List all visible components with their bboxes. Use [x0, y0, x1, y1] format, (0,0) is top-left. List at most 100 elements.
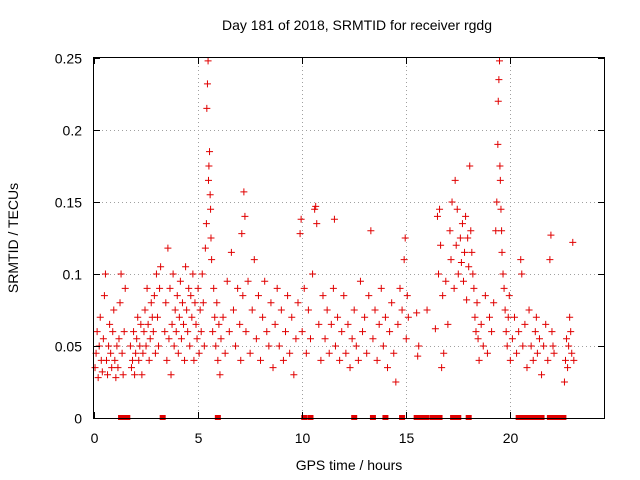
data-point: [269, 364, 277, 372]
data-point: [321, 335, 329, 343]
data-point: [415, 342, 423, 350]
data-point: [207, 205, 215, 213]
data-point: [296, 230, 304, 238]
data-point: [413, 309, 421, 317]
data-point: [454, 270, 462, 278]
data-point: [190, 356, 198, 364]
data-point: [136, 342, 144, 350]
data-point: [311, 205, 319, 213]
data-point: [100, 292, 108, 300]
data-point: [379, 342, 387, 350]
data-point: [344, 320, 352, 328]
data-point: [105, 342, 113, 350]
data-point: [112, 374, 120, 382]
data-point-zero: [533, 415, 540, 420]
data-point: [440, 349, 448, 357]
data-point: [192, 320, 200, 328]
data-point: [523, 364, 531, 372]
x-tick-label: 5: [195, 430, 203, 446]
data-point: [229, 306, 237, 314]
data-point-zero: [518, 415, 525, 420]
data-point: [193, 335, 201, 343]
data-point: [131, 371, 139, 379]
data-point-zero: [455, 415, 462, 420]
data-point: [248, 306, 256, 314]
data-point: [286, 349, 294, 357]
data-point: [396, 284, 404, 292]
data-point: [401, 234, 409, 242]
data-point: [570, 356, 578, 364]
data-point: [168, 320, 176, 328]
data-point: [115, 335, 123, 343]
data-point: [564, 364, 572, 372]
data-point: [238, 230, 246, 238]
data-point: [354, 356, 362, 364]
data-point: [472, 328, 480, 336]
data-point: [174, 349, 182, 357]
data-point: [297, 215, 305, 223]
data-point: [473, 299, 481, 307]
data-point: [204, 57, 212, 65]
data-point: [331, 342, 339, 350]
data-point: [187, 292, 195, 300]
data-point: [531, 328, 539, 336]
data-point: [138, 371, 146, 379]
data-point: [508, 335, 516, 343]
data-point: [304, 306, 312, 314]
data-point: [477, 320, 485, 328]
data-point: [202, 220, 210, 228]
data-point: [250, 256, 258, 264]
data-point: [234, 284, 242, 292]
data-point: [91, 364, 99, 372]
data-point: [201, 244, 209, 252]
data-point: [141, 306, 149, 314]
data-point: [101, 270, 109, 278]
data-point: [177, 335, 185, 343]
data-point: [290, 371, 298, 379]
data-point: [327, 320, 335, 328]
data-point: [390, 349, 398, 357]
data-point: [120, 328, 128, 336]
x-axis-label: GPS time / hours: [296, 457, 403, 473]
data-point: [381, 313, 389, 321]
data-point: [350, 306, 358, 314]
data-point: [469, 270, 477, 278]
data-point: [298, 328, 306, 336]
data-point: [352, 342, 360, 350]
axis-ticks: 0 5 10 15 20 0 0.05 0.1 0.15 0.2 0.25: [55, 51, 604, 446]
data-point: [414, 352, 422, 360]
data-point: [561, 356, 569, 364]
data-point: [191, 299, 199, 307]
data-point: [329, 284, 337, 292]
data-point-zero: [526, 415, 533, 420]
plot-frame: [93, 57, 605, 419]
data-point-zero: [121, 415, 128, 420]
data-point: [444, 320, 452, 328]
data-point: [225, 328, 233, 336]
data-point: [109, 328, 117, 336]
data-point: [323, 306, 331, 314]
data-point: [313, 220, 321, 228]
data-point: [462, 212, 470, 220]
data-point: [167, 371, 175, 379]
data-point: [271, 320, 279, 328]
data-point: [149, 328, 157, 336]
data-point: [176, 277, 184, 285]
y-tick-label: 0.25: [55, 51, 82, 67]
data-point: [273, 284, 281, 292]
data-point: [359, 328, 367, 336]
data-point: [119, 371, 127, 379]
data-point: [474, 335, 482, 343]
data-point: [515, 328, 523, 336]
y-tick-label: 0.05: [55, 339, 82, 355]
data-point: [246, 349, 254, 357]
data-point-zero: [399, 415, 406, 420]
data-point: [284, 292, 292, 300]
y-tick-label: 0.2: [63, 123, 83, 139]
data-point: [114, 364, 122, 372]
x-tick-label: 10: [295, 430, 311, 446]
data-point: [196, 306, 204, 314]
data-point: [499, 270, 507, 278]
data-point: [121, 284, 129, 292]
data-point: [107, 349, 115, 357]
